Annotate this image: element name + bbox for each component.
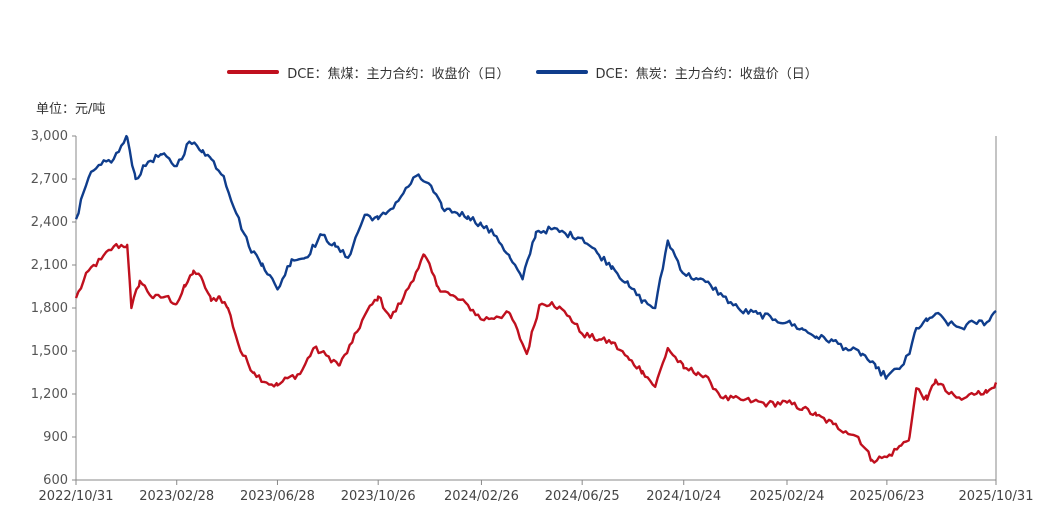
y-tick-label: 2,400 <box>31 215 68 230</box>
y-axis-unit-label: 单位：元/吨 <box>36 102 106 117</box>
y-tick-label: 600 <box>43 473 68 488</box>
x-tick-label: 2023/02/28 <box>139 489 214 504</box>
legend-item-coking-coal[interactable]: DCE：焦煤：主力合约：收盘价（日） <box>227 63 510 82</box>
chart-legend: DCE：焦煤：主力合约：收盘价（日） DCE：焦炭：主力合约：收盘价（日） <box>0 62 1045 82</box>
series-line-coke <box>74 134 997 380</box>
y-tick-label: 2,100 <box>31 258 68 273</box>
legend-swatch-coking-coal <box>227 70 280 74</box>
y-tick-label: 1,500 <box>31 344 68 359</box>
x-tick-label: 2025/06/23 <box>849 489 924 504</box>
x-tick-label: 2025/02/24 <box>750 489 825 504</box>
x-tick-label: 2022/10/31 <box>39 489 114 504</box>
x-tick-label: 2024/02/26 <box>444 489 519 504</box>
legend-label-coke: DCE：焦炭：主力合约：收盘价（日） <box>595 66 818 82</box>
y-tick-label: 900 <box>43 430 68 445</box>
x-tick-label: 2024/10/24 <box>646 489 721 504</box>
legend-label-coking-coal: DCE：焦煤：主力合约：收盘价（日） <box>287 66 510 82</box>
x-tick-label: 2023/06/28 <box>240 489 315 504</box>
y-tick-label: 1,800 <box>31 301 68 316</box>
legend-swatch-coke <box>535 70 588 74</box>
x-tick-label: 2023/10/26 <box>341 489 416 504</box>
y-tick-label: 1,200 <box>31 387 68 402</box>
y-tick-label: 2,700 <box>31 172 68 187</box>
x-tick-label: 2024/06/25 <box>545 489 620 504</box>
legend-item-coke[interactable]: DCE：焦炭：主力合约：收盘价（日） <box>535 63 818 82</box>
y-tick-label: 3,000 <box>31 129 68 144</box>
series-line-coking-coal <box>74 243 998 464</box>
x-tick-label: 2025/10/31 <box>959 489 1034 504</box>
